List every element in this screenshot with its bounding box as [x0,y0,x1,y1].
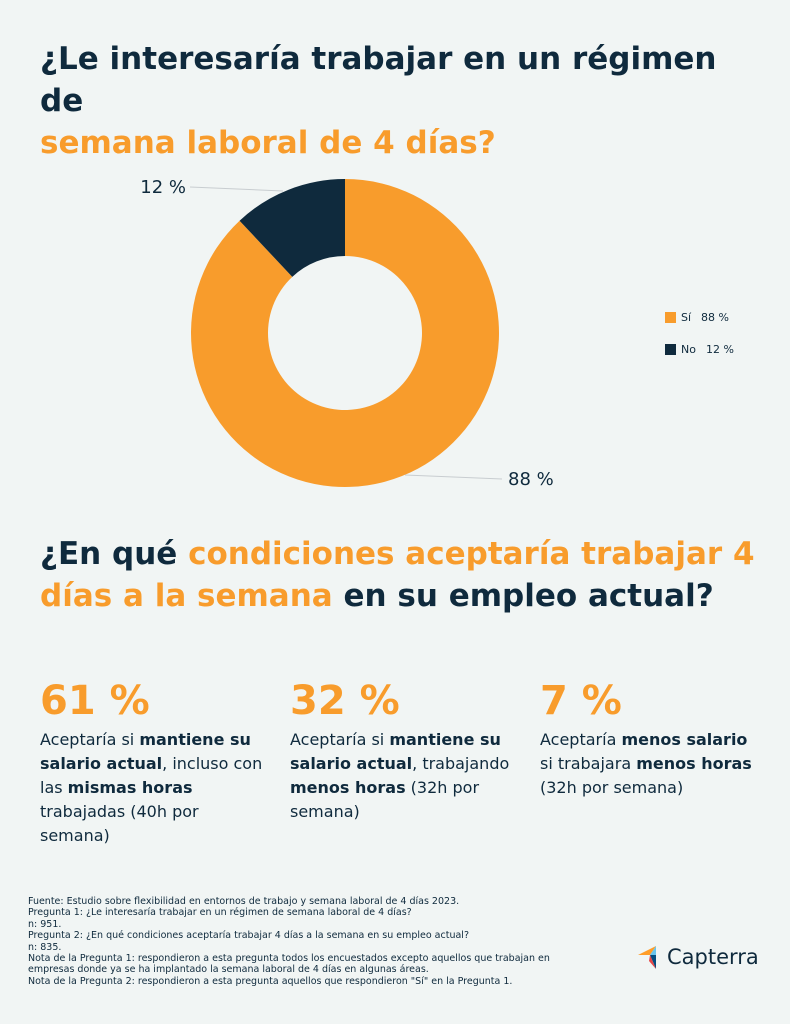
donut-slice-no [239,179,345,277]
stat-percent: 32 % [290,678,400,724]
leader-line-0 [404,474,503,480]
capterra-logo-text: Capterra [667,945,759,969]
legend-value-si: 88 % [701,310,729,324]
footnote-note1-cont: empresas donde ya se ha implantado la se… [28,964,429,976]
donut-slice-s [190,179,499,487]
stat-32: 32 % Aceptaría si mantiene su salario ac… [290,676,515,824]
capterra-logo-icon [638,946,656,969]
footnote-note1: Nota de la Pregunta 1: respondieron a es… [28,953,550,965]
stat-description: Aceptaría si mantiene su salario actual,… [290,730,510,821]
legend-item-si: Sí 88 % [665,309,734,325]
stat-percent: 7 % [540,678,622,724]
footnote-q2: Pregunta 2: ¿En qué condiciones aceptarí… [28,930,469,942]
stat-7: 7 % Aceptaría menos salario si trabajara… [540,676,765,800]
leader-line-1 [189,186,284,192]
legend-label-si: Sí [681,310,692,324]
legend-item-no: No 12 % [665,341,734,357]
chart-legend: Sí 88 % No 12 % [665,309,734,373]
stat-description: Aceptaría menos salario si trabajara men… [540,730,752,797]
legend-value-no: 12 % [705,342,734,356]
capterra-logo: Capterra [637,944,759,970]
stat-61: 61 % Aceptaría si mantiene su salario ac… [40,676,265,848]
footnote-source: Fuente: Estudio sobre flexibilidad en en… [28,896,460,907]
section2-title-part2: condiciones aceptaría trabajar 4 días a … [40,536,755,614]
footnotes: Fuente: Estudio sobre flexibilidad en en… [28,896,598,987]
section2-title: ¿En qué condiciones aceptaría trabajar 4… [40,533,760,617]
section2-title-part1: ¿En qué [40,536,189,572]
data-label-0: 88 % [508,469,554,490]
legend-swatch-si [665,311,676,323]
section2-title-part3: en su empleo actual? [332,578,714,614]
stat-description: Aceptaría si mantiene su salario actual,… [40,730,263,845]
legend-label-no: No [681,342,696,356]
footnote-n1: n: 951. [28,918,62,930]
main-title: ¿Le interesaría trabajar en un régimen d… [40,38,760,164]
donut-chart: 88 % 12 % [140,177,554,490]
stat-percent: 61 % [40,678,150,724]
footnote-q1: Pregunta 1: ¿Le interesaría trabajar en … [28,907,412,919]
legend-swatch-no [665,343,676,355]
footnote-n2: n: 835. [28,941,62,953]
data-label-1: 12 % [140,177,186,198]
main-title-line1: ¿Le interesaría trabajar en un régimen d… [40,41,717,119]
footnote-note2: Nota de la Pregunta 2: respondieron a es… [28,975,513,987]
main-title-line2: semana laboral de 4 días? [40,125,496,161]
